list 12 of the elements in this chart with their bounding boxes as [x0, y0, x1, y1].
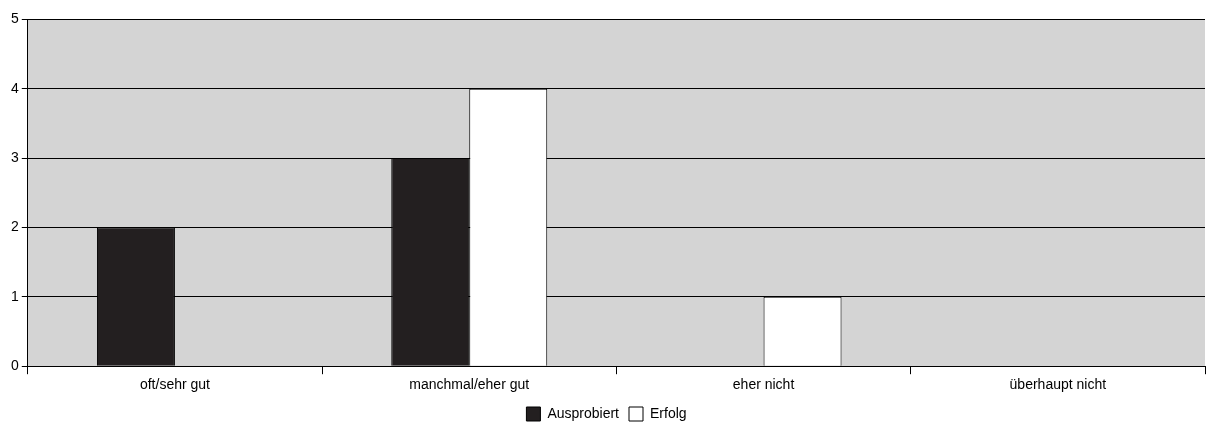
x-tick-label: überhaupt nicht	[1009, 376, 1107, 393]
legend-label: Erfolg	[650, 404, 687, 421]
y-tick-label: 0	[10, 357, 19, 374]
y-tick-label: 2	[10, 218, 19, 235]
x-tick-label: oft/sehr gut	[139, 376, 211, 393]
x-tick-label: eher nicht	[732, 376, 795, 393]
y-tick-label: 3	[10, 148, 19, 165]
y-tick-label: 4	[10, 79, 19, 96]
y-tick-label: 5	[10, 10, 19, 27]
legend-label: Ausprobiert	[547, 404, 620, 421]
y-tick-label: 1	[10, 287, 19, 304]
x-tick-label: manchmal/eher gut	[409, 376, 530, 393]
